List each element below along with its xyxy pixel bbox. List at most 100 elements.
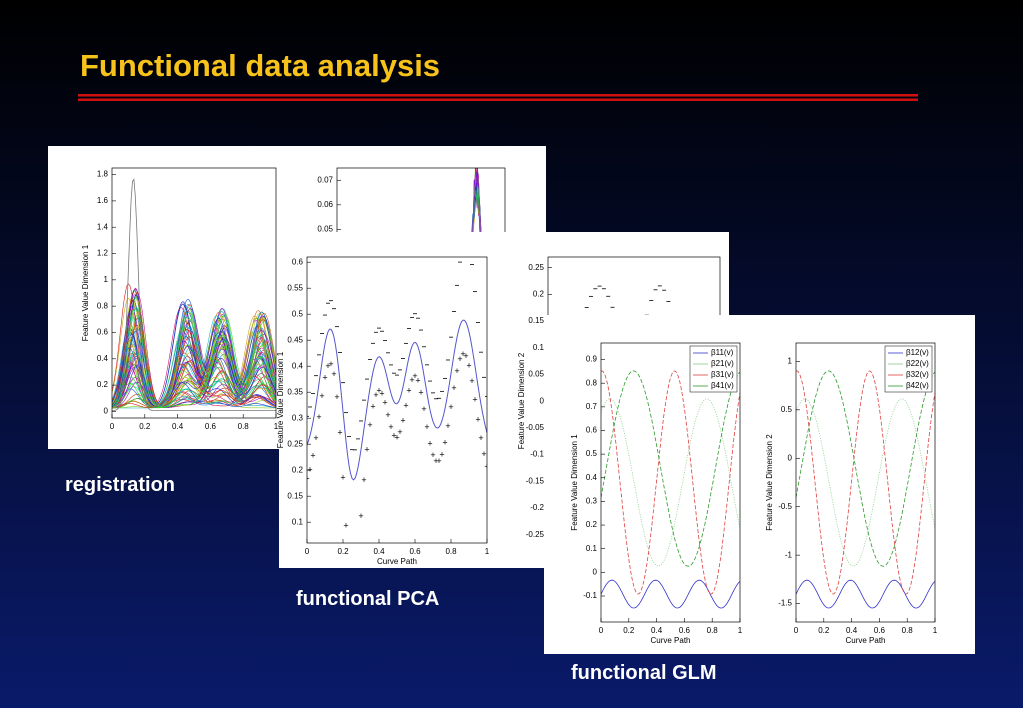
x-tick-label: 0.2 <box>337 547 349 556</box>
y-tick-label: 0.4 <box>586 473 598 482</box>
marker: + <box>388 422 393 432</box>
x-tick-label: 0.4 <box>651 626 663 635</box>
curve <box>112 312 276 408</box>
y-tick-label: 0.6 <box>586 426 598 435</box>
curve <box>112 299 276 407</box>
y-tick-label: 0.7 <box>586 402 598 411</box>
y-tick-label: 0.05 <box>528 370 544 379</box>
marker: + <box>451 383 456 393</box>
x-tick-label: 0.4 <box>172 422 184 431</box>
marker: + <box>448 402 453 412</box>
y-tick-label: 1.6 <box>97 196 109 205</box>
y-tick-label: -0.25 <box>526 530 545 539</box>
marker: + <box>481 449 486 459</box>
y-tick-label: 0.06 <box>317 200 333 209</box>
marker: + <box>319 391 324 401</box>
y-tick-label: -1.5 <box>778 599 792 608</box>
marker: + <box>472 395 477 405</box>
curve <box>112 326 276 408</box>
axes-frame <box>600 342 741 623</box>
curve <box>796 579 935 609</box>
legend-label: β41(v) <box>711 381 734 390</box>
legend-label: β32(v) <box>906 370 929 379</box>
marker: + <box>367 420 372 430</box>
marker: + <box>466 361 471 371</box>
marker: + <box>382 398 387 408</box>
plot-area <box>601 370 740 609</box>
y-tick-label: 0.3 <box>292 413 304 422</box>
y-tick-label: 0.1 <box>292 517 304 526</box>
y-tick-label: 0.2 <box>292 465 304 474</box>
marker: + <box>364 445 369 455</box>
x-tick-label: 0.6 <box>409 547 421 556</box>
x-tick-label: 0 <box>110 422 115 431</box>
curve <box>112 316 276 408</box>
x-tick-label: 0.8 <box>902 626 914 635</box>
x-tick-label: 0.8 <box>445 547 457 556</box>
marker: + <box>475 414 480 424</box>
y-tick-label: 0.45 <box>287 335 303 344</box>
y-tick-label: 1.2 <box>97 249 109 258</box>
figure-caption: registration <box>65 474 175 496</box>
y-tick-label: 0 <box>104 407 109 416</box>
y-axis-label: Feature Value Dimension 2 <box>517 352 526 449</box>
marker: + <box>316 412 321 422</box>
y-tick-label: -0.15 <box>526 476 545 485</box>
marker: + <box>403 401 408 411</box>
x-tick-label: 1 <box>485 547 490 556</box>
marker: + <box>385 410 390 420</box>
curve <box>112 304 276 409</box>
marker: + <box>310 451 315 461</box>
marker: + <box>340 473 345 483</box>
curve <box>601 579 740 609</box>
legend-label: β21(v) <box>711 359 734 368</box>
marker: + <box>409 375 414 385</box>
y-tick-label: 1.4 <box>97 222 109 231</box>
y-tick-label: 0.2 <box>97 380 109 389</box>
y-tick-label: 0.5 <box>781 405 793 414</box>
legend-label: β11(v) <box>711 348 734 357</box>
y-tick-label: 0.35 <box>287 387 303 396</box>
x-tick-label: 0.2 <box>139 422 151 431</box>
legend-box <box>884 345 933 393</box>
marker: + <box>463 351 468 361</box>
curve <box>112 327 276 409</box>
curve <box>601 398 740 567</box>
y-tick-label: 0.4 <box>292 361 304 370</box>
title-rule <box>78 94 918 97</box>
y-tick-label: 1.8 <box>97 170 109 179</box>
plot-area: ++++++++++++++++++++++++++++++++++++++++… <box>307 261 487 530</box>
marker: + <box>361 475 366 485</box>
curve <box>307 319 487 481</box>
x-tick-label: 0.2 <box>818 626 830 635</box>
marker: + <box>436 456 441 466</box>
marker: + <box>313 433 318 443</box>
y-tick-label: 0.25 <box>287 439 303 448</box>
x-tick-label: 1 <box>933 626 938 635</box>
title-rule <box>78 98 918 101</box>
marker: + <box>454 366 459 376</box>
x-tick-label: 0.8 <box>238 422 250 431</box>
marker: + <box>370 402 375 412</box>
marker: + <box>439 449 444 459</box>
marker: + <box>358 511 363 521</box>
y-tick-label: 0.15 <box>528 316 544 325</box>
marker: + <box>307 464 312 474</box>
curve <box>112 339 276 407</box>
axes-frame <box>795 342 936 623</box>
marker: + <box>391 430 396 440</box>
marker: + <box>328 359 333 369</box>
marker: + <box>478 433 483 443</box>
plot: -0.1 0 0.1 0.2 0.3 0.4 0.5 0.6 0.7 0.8 0.9 0 0.2 0.4 0… <box>570 342 743 645</box>
y-axis-label: Feature Value Dimension 1 <box>81 244 90 341</box>
x-tick-label: 1 <box>738 626 743 635</box>
y-tick-label: 0.1 <box>586 544 598 553</box>
y-tick-label: 0.9 <box>586 355 598 364</box>
y-tick-label: -0.1 <box>583 591 597 600</box>
marker: + <box>469 376 474 386</box>
legend-label: β31(v) <box>711 370 734 379</box>
marker: + <box>337 428 342 438</box>
y-tick-label: -0.05 <box>526 423 545 432</box>
marker: + <box>421 404 426 414</box>
y-tick-label: -0.2 <box>530 503 544 512</box>
